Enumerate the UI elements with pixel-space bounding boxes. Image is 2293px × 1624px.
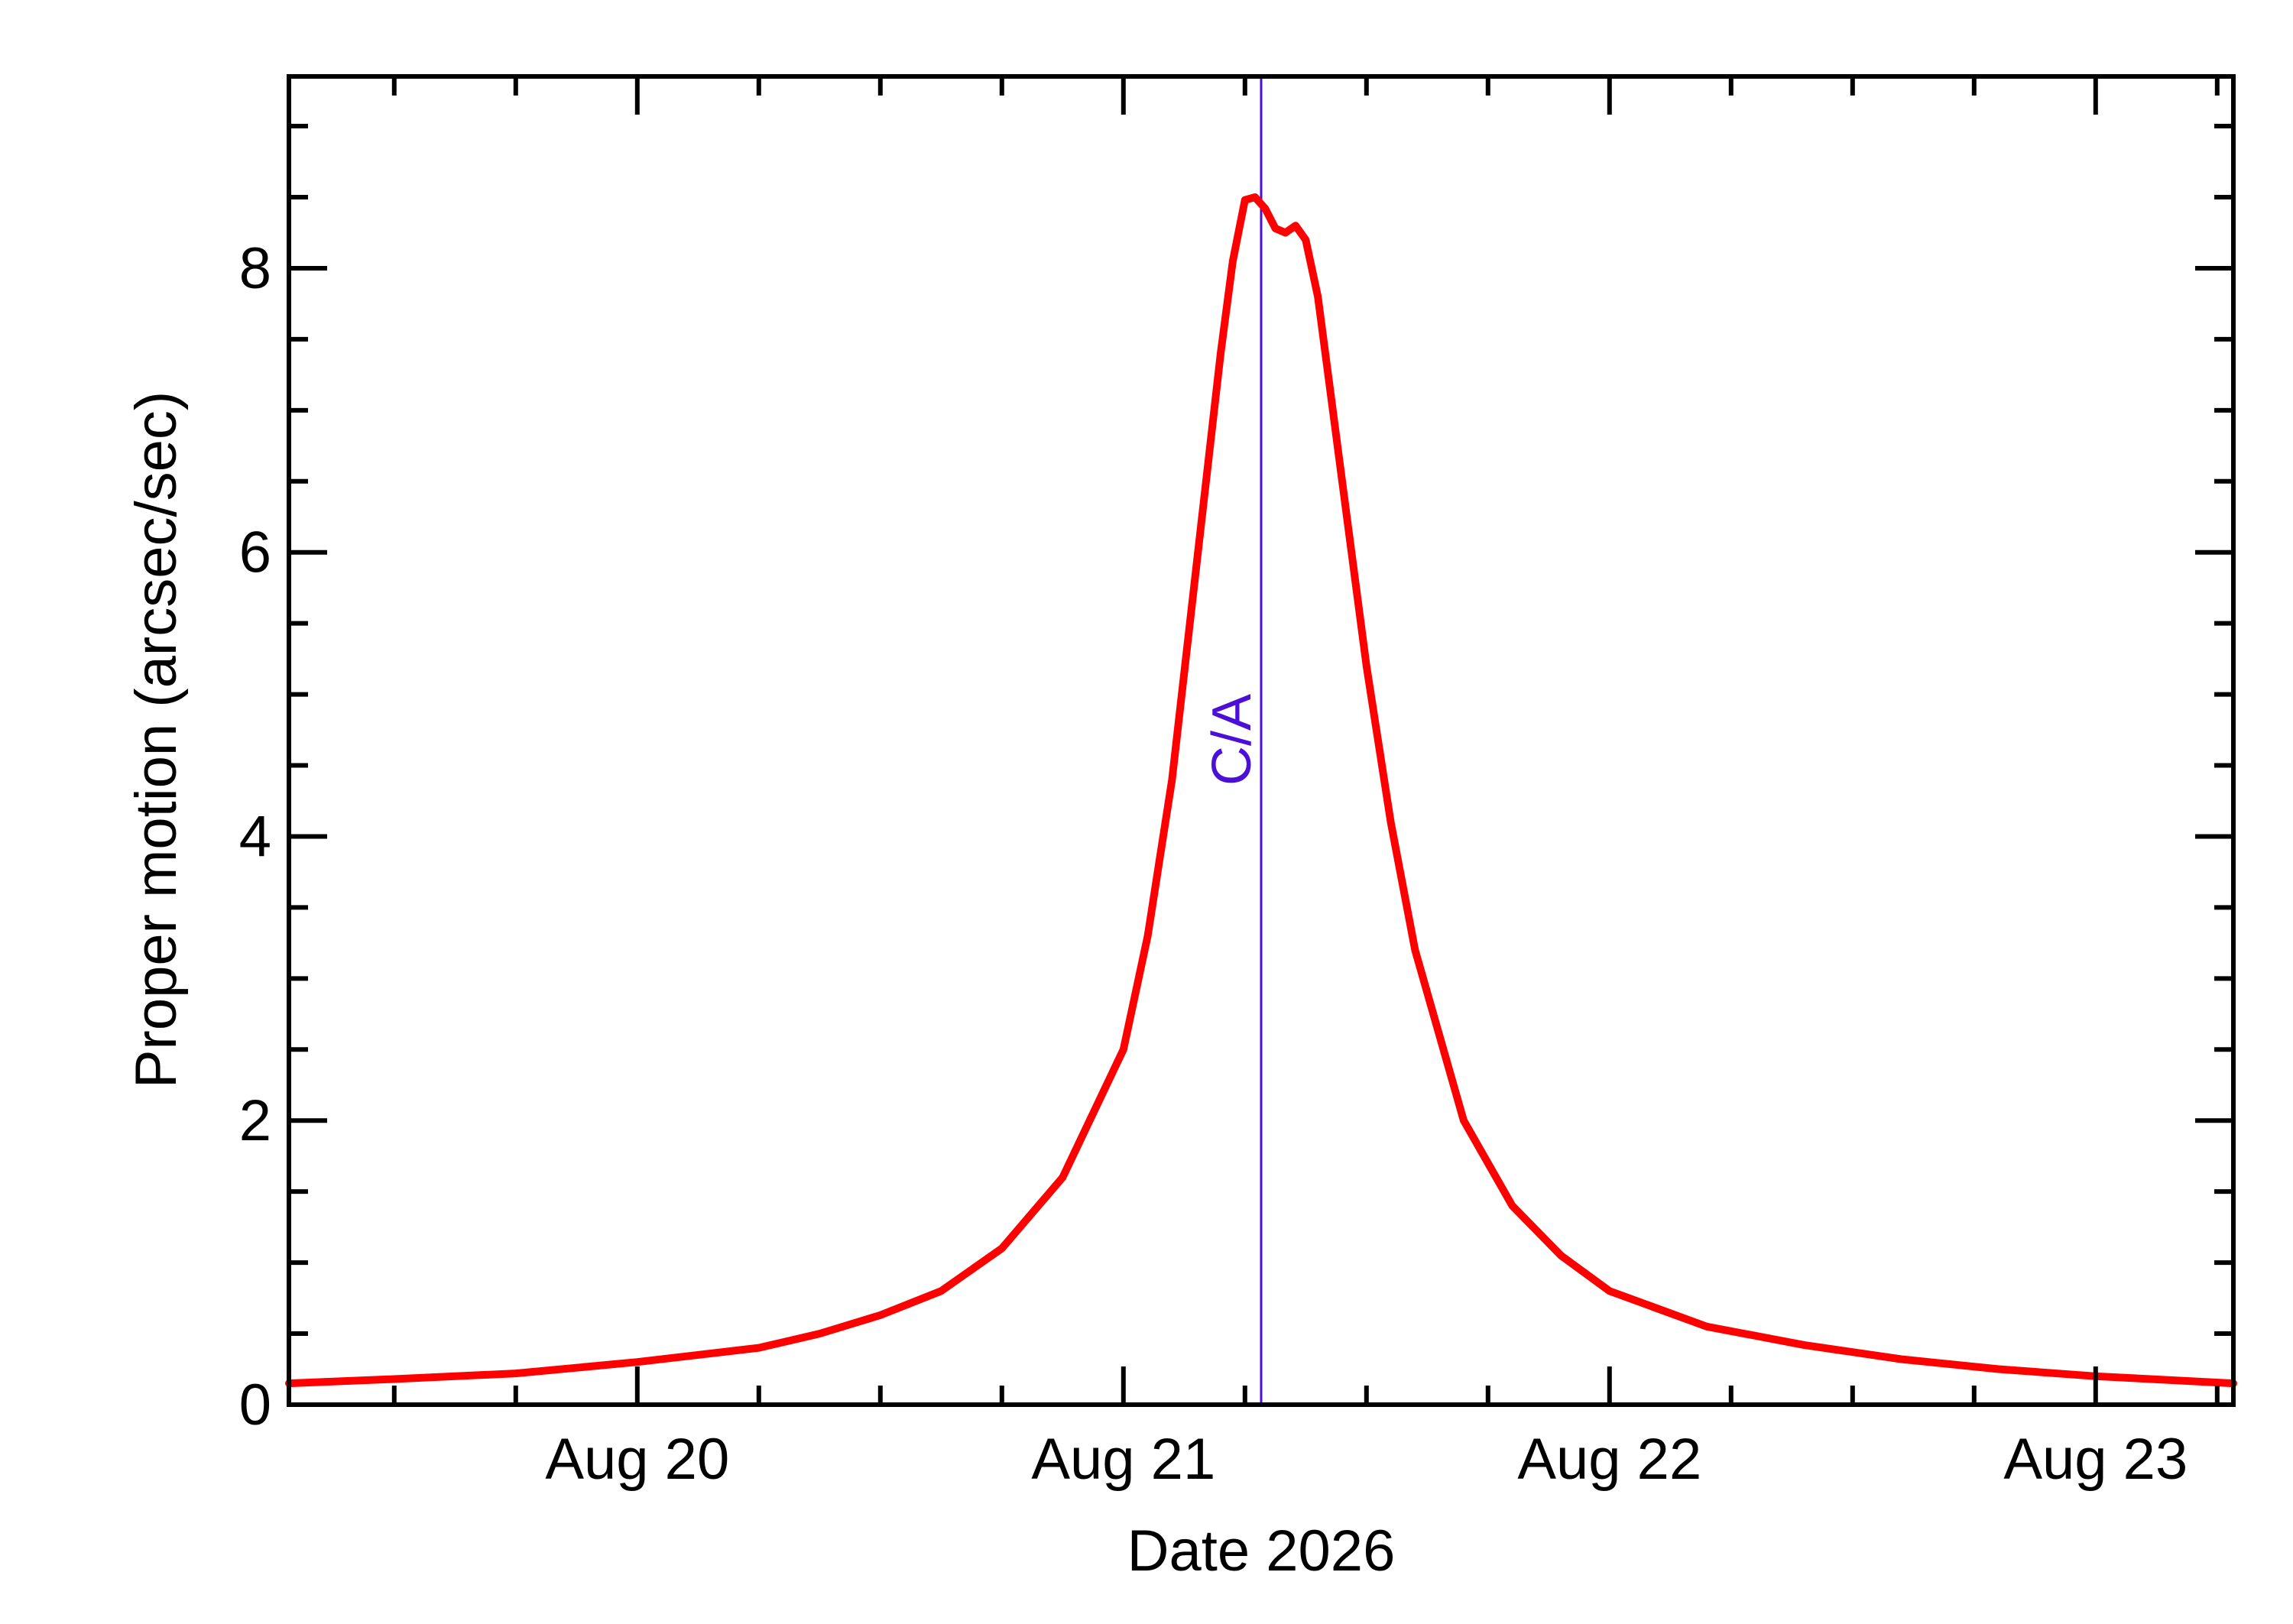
x-tick-label: Aug 21 [1031,1427,1215,1492]
x-tick-label: Aug 22 [1517,1427,1701,1492]
y-tick-labels: 0 2 4 6 8 [239,236,271,1438]
y-tick-label: 6 [239,520,271,585]
closest-approach-group: C/A [1202,76,1263,1405]
x-tick-labels: Aug 20 Aug 21 Aug 22 Aug 23 [545,1427,2188,1492]
x-tick-label: Aug 20 [545,1427,729,1492]
y-tick-label: 8 [239,236,271,301]
proper-motion-series-line [285,193,2237,1388]
x-tick-label: Aug 23 [2003,1427,2188,1492]
y-tick-label: 2 [239,1088,271,1153]
plot-frame [287,74,2236,1407]
closest-approach-label: C/A [1202,694,1263,786]
y-tick-label: 0 [239,1373,271,1438]
x-axis-label: Date 2026 [1127,1519,1396,1583]
y-tick-label: 4 [239,804,271,869]
y-axis-label: Proper motion (arcsec/sec) [124,391,189,1088]
axis-ticks [289,76,2233,1407]
